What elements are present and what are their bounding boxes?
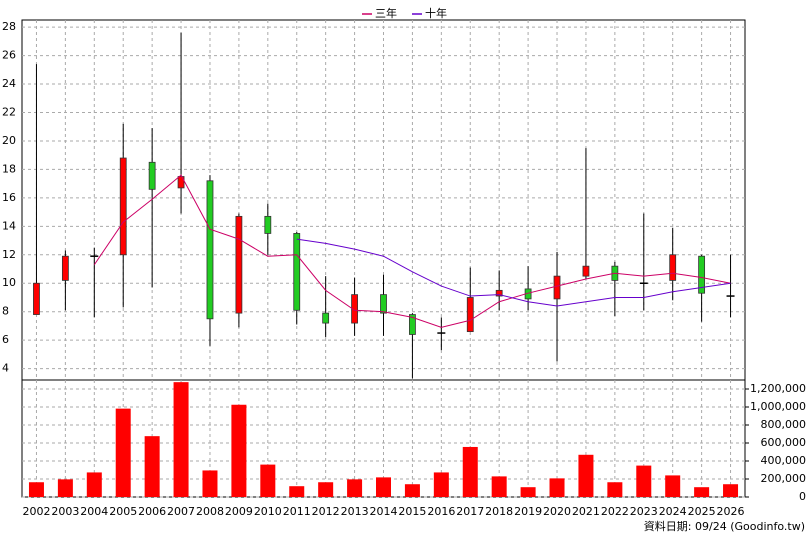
volume-bar [115,408,131,497]
y-tick-label: 6 [2,333,9,346]
volume-bar [376,477,391,497]
volume-bar [462,446,478,497]
candle-body [148,161,156,190]
y2-tick-label: 800,000 [761,418,807,431]
x-tick-label: 2013 [341,505,369,518]
y-tick-label: 28 [2,20,16,33]
volume-bar [549,478,565,497]
x-tick-label: 2022 [601,505,629,518]
x-tick-label: 2002 [22,505,50,518]
volume-bar [665,475,681,497]
y2-tick-label: 200,000 [761,472,807,485]
y2-tick-label: 1,200,000 [750,382,806,395]
volume-bar [86,472,102,497]
candle-body [553,275,561,300]
x-tick-label: 2007 [167,505,195,518]
candle-body [466,297,474,333]
legend-label: 十年 [425,6,447,20]
x-tick-label: 2021 [572,505,600,518]
candle-body [33,282,40,315]
x-tick-label: 2023 [630,505,658,518]
volume-bar [433,472,449,497]
x-tick-label: 2003 [51,505,79,518]
x-tick-label: 2020 [543,505,571,518]
y-tick-label: 16 [2,191,16,204]
volume-bar [231,404,247,497]
x-tick-label: 2015 [398,505,426,518]
candle-body [582,265,590,277]
y2-tick-label: 0 [799,490,806,503]
candle-body [293,233,301,311]
volume-bar [57,479,73,497]
candle-body [409,314,416,335]
x-tick-label: 2016 [427,505,455,518]
candle-body [206,180,214,320]
y-tick-label: 14 [2,219,16,232]
volume-bar [347,479,363,497]
volume-bar [289,486,305,497]
ma-line [296,238,731,307]
volume-bar [694,487,710,497]
candle-body [698,255,706,294]
volume-bar [173,382,189,497]
x-tick-label: 2019 [514,505,542,518]
volume-bar [144,436,160,497]
y-tick-label: 24 [2,77,16,90]
candle-body [235,215,243,314]
legend-label: 三年 [375,6,397,20]
x-tick-label: 2011 [283,505,311,518]
volume-bar [607,482,623,497]
volume-bar [28,482,44,497]
y-tick-label: 10 [2,276,16,289]
volume-bar [578,454,594,497]
x-tick-label: 2010 [254,505,282,518]
x-tick-label: 2009 [225,505,253,518]
candle-body [264,215,272,234]
y2-tick-label: 400,000 [761,454,807,467]
y-tick-label: 20 [2,134,16,147]
candle-body [380,294,387,314]
volume-bar [404,484,420,497]
volume-bar [723,484,739,497]
x-tick-label: 2025 [688,505,716,518]
x-tick-label: 2014 [370,505,398,518]
y-tick-label: 26 [2,49,16,62]
x-tick-label: 2024 [659,505,687,518]
x-tick-label: 2004 [80,505,108,518]
y-tick-label: 4 [2,362,9,375]
y2-tick-label: 600,000 [761,436,807,449]
volume-bar [491,476,507,497]
x-tick-label: 2018 [485,505,513,518]
candle-body [495,289,503,297]
x-tick-label: 2006 [138,505,166,518]
y-tick-label: 8 [2,305,9,318]
candle-body [351,294,358,324]
volume-bar [520,487,536,497]
x-tick-label: 2005 [109,505,137,518]
x-tick-label: 2008 [196,505,224,518]
candle-body [61,255,69,281]
volume-bar [260,464,276,497]
candle-body [177,176,185,189]
x-tick-label: 2012 [312,505,340,518]
source-note: 資料日期: 09/24 (Goodinfo.tw) [644,519,805,533]
volume-bar [202,470,218,497]
candle-body [322,312,330,324]
x-tick-label: 2017 [456,505,484,518]
y2-tick-label: 1,000,000 [750,400,806,413]
volume-bar [636,465,652,497]
y-tick-label: 22 [2,105,16,118]
y-tick-label: 18 [2,162,16,175]
x-tick-label: 2026 [717,505,745,518]
candle-body [119,157,127,256]
y-tick-label: 12 [2,248,16,261]
ma-line [93,174,731,328]
candle-body [669,254,677,281]
volume-bar [318,482,334,497]
